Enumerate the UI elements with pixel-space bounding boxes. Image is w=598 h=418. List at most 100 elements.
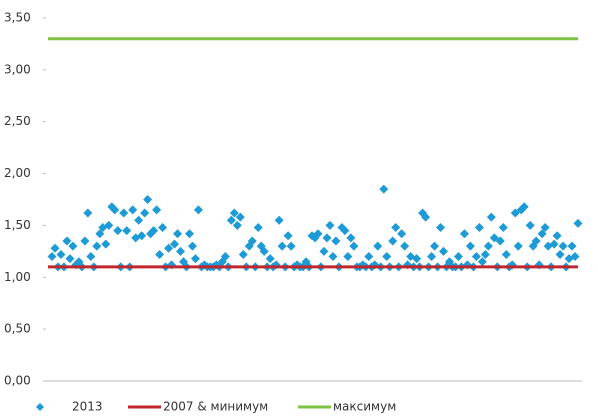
point (552, 231, 562, 241)
point (567, 241, 577, 251)
point (343, 252, 353, 262)
point (349, 241, 359, 251)
point (453, 252, 463, 262)
point (519, 202, 529, 212)
y-tick-label: 2,50 (4, 114, 31, 128)
point (498, 223, 508, 233)
point (459, 229, 469, 239)
point (340, 226, 350, 236)
point (388, 236, 398, 246)
point (471, 252, 481, 262)
point (489, 233, 499, 243)
point (86, 252, 96, 262)
point (531, 236, 541, 246)
point (56, 249, 66, 259)
point (184, 229, 194, 239)
point (322, 233, 332, 243)
point (226, 215, 236, 225)
point (477, 257, 487, 267)
point (229, 208, 239, 218)
point (65, 254, 75, 264)
point (397, 229, 407, 239)
point (510, 208, 520, 218)
point (170, 239, 180, 249)
point (232, 220, 242, 230)
point (113, 226, 123, 236)
point (176, 246, 186, 256)
y-tick-label: 3,50 (4, 11, 31, 25)
point (286, 241, 296, 251)
point (555, 249, 565, 259)
point (274, 215, 284, 225)
point (540, 223, 550, 233)
y-tick-label: 3,00 (4, 62, 31, 76)
point (164, 243, 174, 253)
point (247, 236, 257, 246)
point (190, 254, 200, 264)
point (331, 236, 341, 246)
point (319, 246, 329, 256)
legend-swatch (36, 403, 44, 411)
point (277, 241, 287, 251)
point (391, 223, 401, 233)
point (158, 223, 168, 233)
point (412, 254, 422, 264)
point (436, 223, 446, 233)
point (382, 252, 392, 262)
y-tick-label: 1,50 (4, 218, 31, 232)
point (346, 233, 356, 243)
y-tick-label: 0,50 (4, 322, 31, 336)
point (570, 252, 580, 262)
point (104, 220, 114, 230)
y-tick-label: 0,00 (4, 374, 31, 388)
point (486, 212, 496, 222)
point (220, 252, 230, 262)
point (483, 241, 493, 251)
point (253, 223, 263, 233)
point (364, 252, 374, 262)
point (238, 249, 248, 259)
point (101, 239, 111, 249)
point (430, 241, 440, 251)
point (379, 184, 389, 194)
y-tick-label: 2,00 (4, 166, 31, 180)
point (525, 220, 535, 230)
point (474, 223, 484, 233)
point (558, 241, 568, 251)
point (83, 208, 93, 218)
point (259, 246, 269, 256)
point (373, 241, 383, 251)
point (283, 231, 293, 241)
point (137, 231, 147, 241)
point (537, 229, 547, 239)
point (143, 195, 153, 204)
point (513, 241, 523, 251)
point (95, 229, 105, 239)
point (122, 226, 132, 236)
point (92, 241, 102, 251)
point (495, 236, 505, 246)
point (325, 220, 335, 230)
y-tick-label: 1,00 (4, 270, 31, 284)
legend-label: 2007 & минимум (163, 400, 268, 414)
point (421, 212, 431, 222)
point (427, 252, 437, 262)
point (119, 208, 129, 218)
point (328, 252, 338, 262)
point (265, 254, 275, 264)
point (140, 208, 150, 218)
point (400, 241, 410, 251)
point (313, 229, 323, 239)
point (549, 239, 559, 249)
point (47, 252, 57, 262)
point (155, 249, 165, 259)
point (573, 218, 583, 228)
point (68, 241, 78, 251)
legend-label: максимум (333, 400, 396, 414)
point (193, 205, 203, 215)
point (235, 212, 245, 222)
point (110, 205, 120, 215)
point (152, 205, 162, 215)
point (134, 215, 144, 225)
